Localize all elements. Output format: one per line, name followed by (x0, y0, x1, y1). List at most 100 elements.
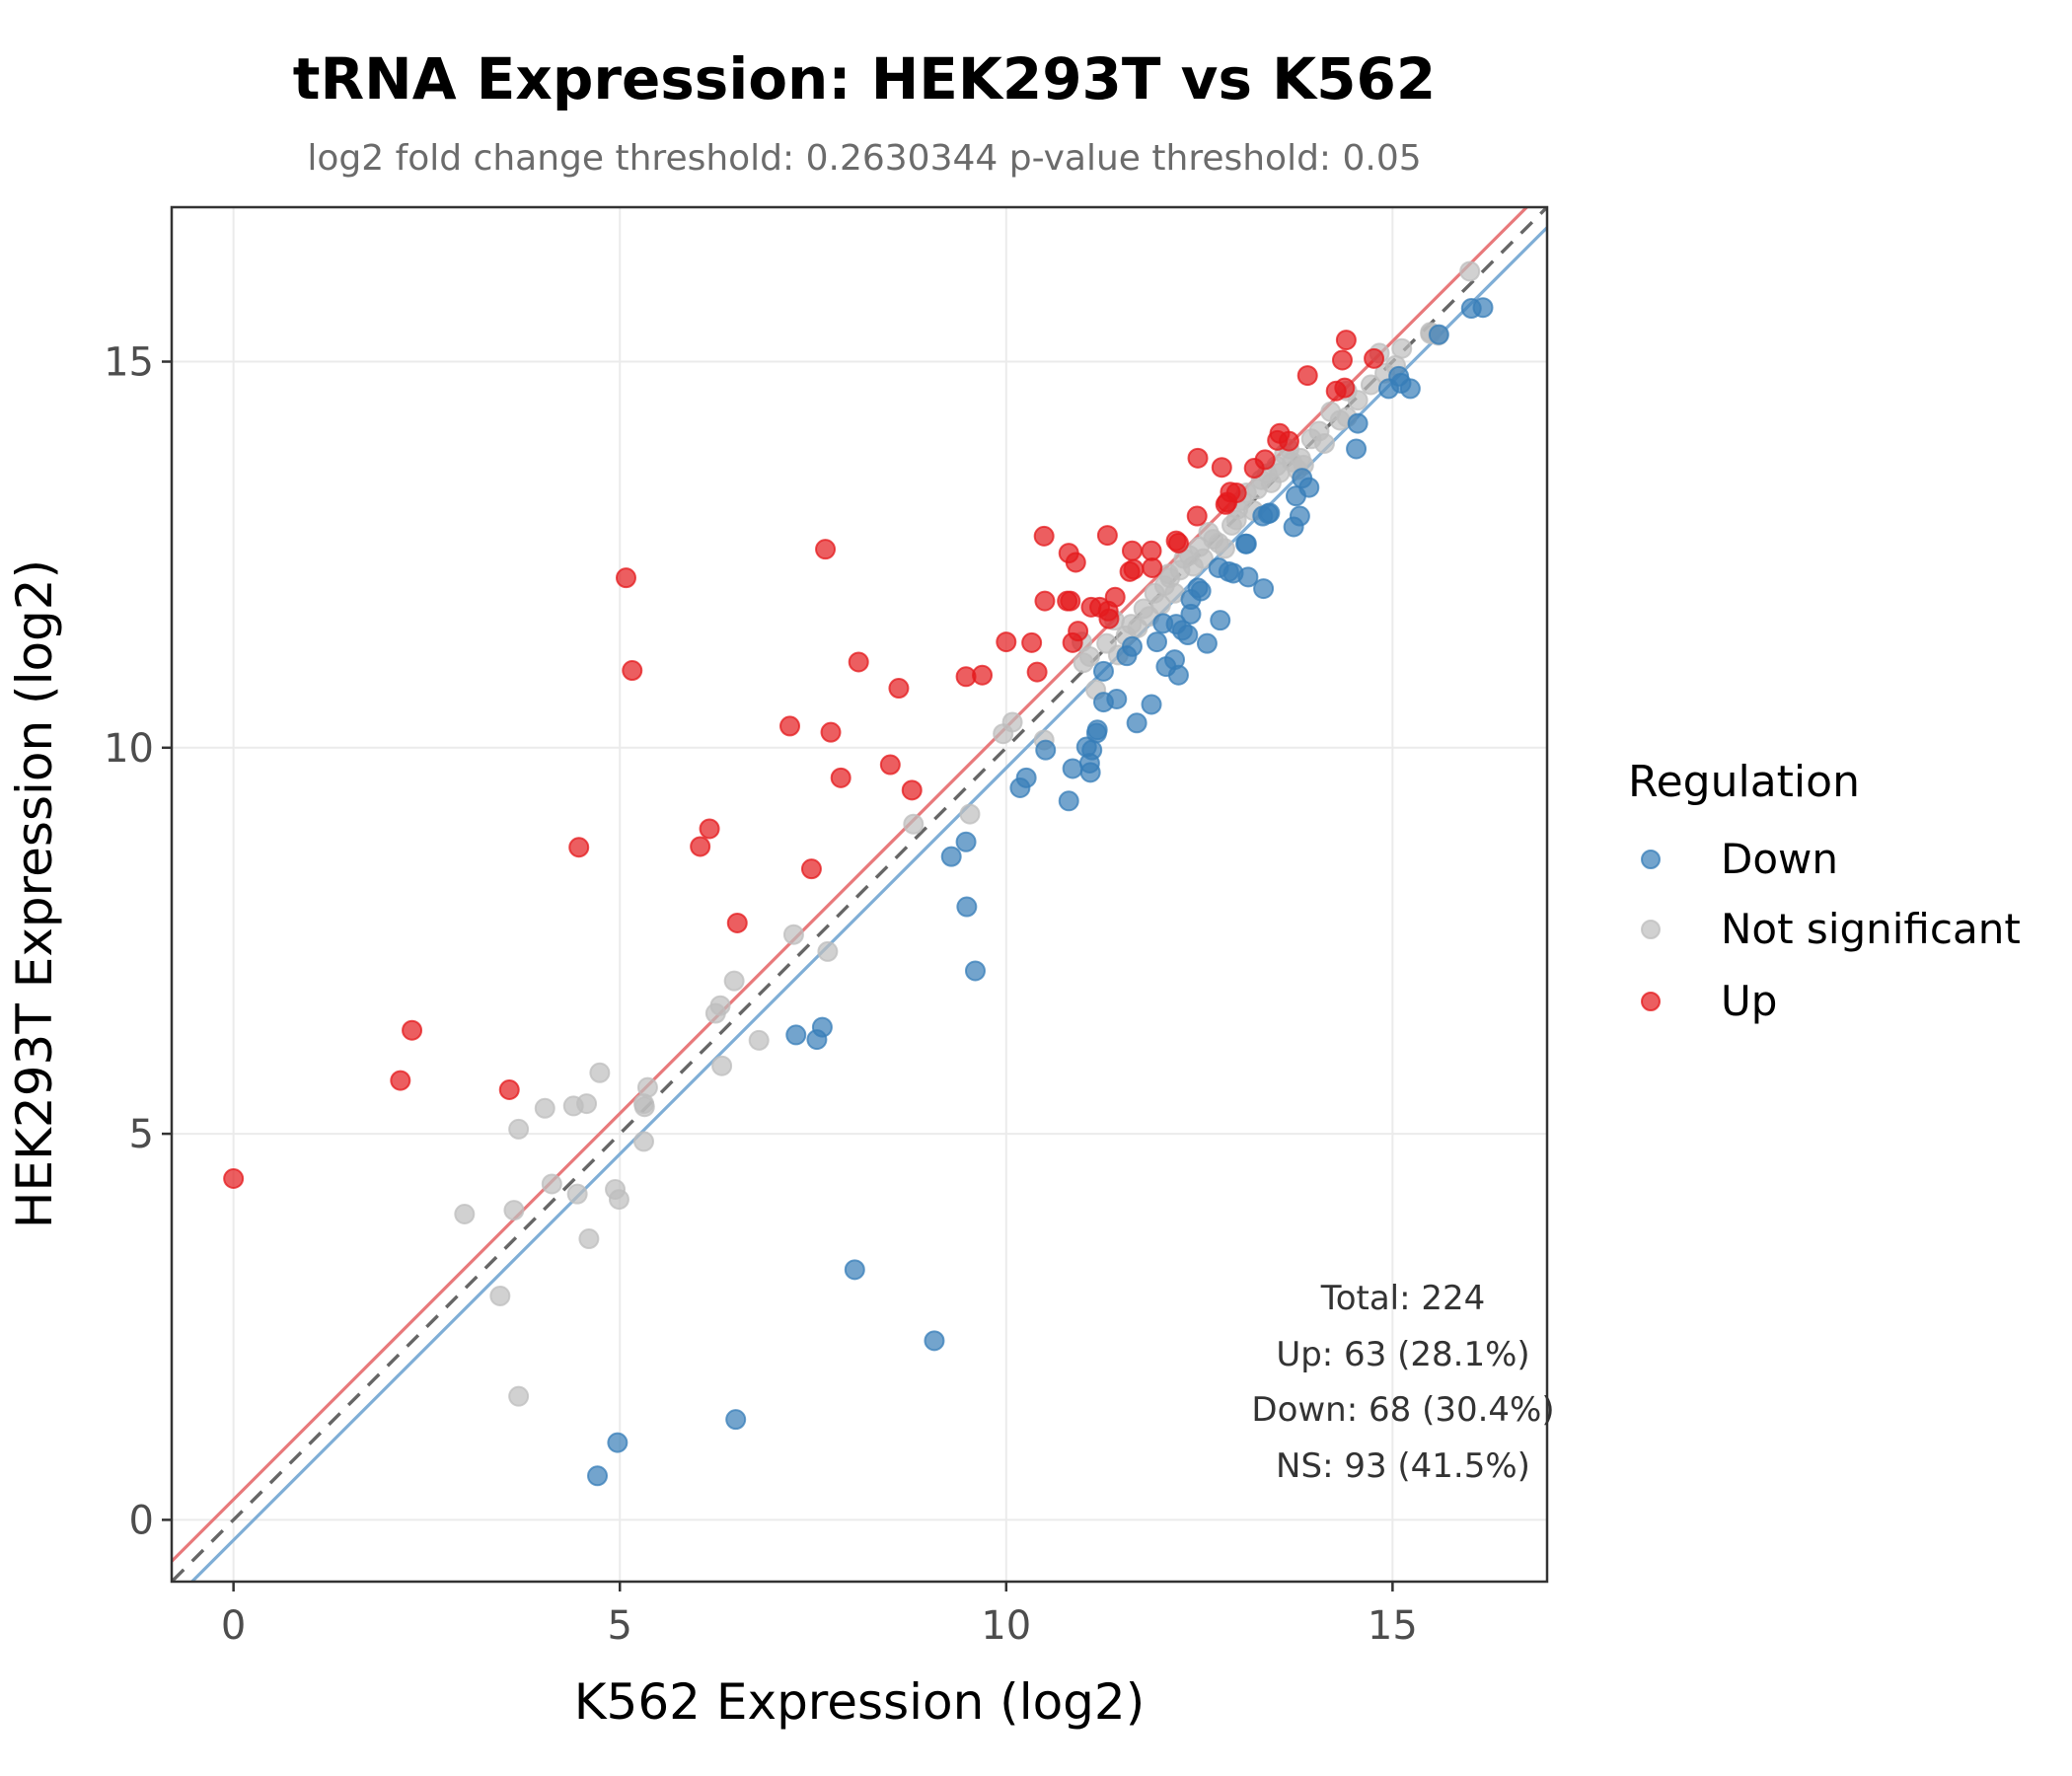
point-up (820, 721, 842, 743)
gridlines (172, 207, 1547, 1582)
point-up (1033, 525, 1055, 547)
data-points (223, 260, 1494, 1487)
point-not-significant (817, 940, 839, 962)
x-axis: 0 5 10 15 (221, 1582, 1418, 1649)
legend-key-down (1641, 850, 1661, 869)
point-up (1335, 330, 1357, 351)
point-up (848, 651, 869, 673)
point-up (615, 567, 636, 589)
point-up (1187, 447, 1209, 469)
point-not-significant (454, 1203, 476, 1224)
point-up (1098, 608, 1120, 629)
point-down (1058, 790, 1079, 812)
point-not-significant (576, 1093, 598, 1115)
annotation-ns: NS: 93 (41.5%) (1276, 1446, 1530, 1486)
point-not-significant (1313, 432, 1335, 454)
point-not-significant (578, 1228, 600, 1250)
annotation-up: Up: 63 (28.1%) (1276, 1335, 1529, 1374)
point-up (498, 1078, 520, 1100)
point-down (1062, 758, 1083, 779)
point-down (1121, 635, 1143, 657)
plot-panel (170, 205, 1549, 1584)
y-axis: 0 5 10 15 (104, 340, 172, 1543)
point-down (1259, 502, 1281, 524)
point-not-significant (1001, 711, 1023, 733)
point-not-significant (723, 970, 745, 992)
point-up (830, 767, 851, 788)
point-up (1217, 491, 1238, 513)
x-tick-label: 5 (607, 1603, 631, 1649)
panel-border (170, 205, 1549, 1584)
x-tick-label: 10 (981, 1603, 1031, 1649)
point-down (1035, 739, 1057, 761)
y-tick-label: 0 (129, 1498, 154, 1543)
point-up (1142, 556, 1163, 578)
point-not-significant (711, 1055, 733, 1076)
point-down (1079, 762, 1101, 783)
point-up (1254, 449, 1276, 471)
point-down (844, 1259, 865, 1281)
point-down (587, 1465, 609, 1487)
point-not-significant (1391, 337, 1413, 359)
point-up (622, 660, 643, 682)
point-down (725, 1409, 747, 1431)
point-up (223, 1167, 245, 1189)
point-up (1026, 661, 1048, 683)
point-up (888, 678, 910, 700)
point-down (1289, 505, 1310, 527)
point-down (1298, 477, 1320, 498)
point-down (1210, 610, 1231, 631)
point-not-significant (508, 1385, 530, 1407)
point-down (1015, 767, 1037, 788)
point-not-significant (782, 924, 804, 945)
point-not-significant (503, 1200, 525, 1221)
point-up (1060, 590, 1081, 612)
y-tick-label: 15 (104, 340, 154, 386)
legend-item-not-significant: Not significant (1641, 905, 2021, 953)
point-down (964, 960, 986, 982)
point-up (879, 754, 901, 776)
point-down (1196, 632, 1218, 654)
point-not-significant (608, 1189, 629, 1211)
point-up (1034, 590, 1056, 612)
legend-key-up (1641, 992, 1661, 1011)
point-down (1177, 625, 1199, 646)
point-not-significant (1347, 390, 1369, 411)
point-up (699, 818, 720, 840)
x-tick-label: 0 (221, 1603, 246, 1649)
point-down (1167, 664, 1189, 686)
legend-label-down: Down (1721, 835, 1838, 883)
point-up (1121, 540, 1143, 561)
point-not-significant (1193, 548, 1214, 569)
point-down (1141, 694, 1162, 715)
point-up (568, 837, 590, 858)
point-down (924, 1330, 945, 1352)
point-down (1190, 580, 1212, 602)
legend: Regulation Down Not significant Up (1628, 757, 2021, 1025)
point-down (1086, 719, 1108, 741)
point-down (1147, 631, 1168, 653)
point-up (1364, 347, 1385, 369)
point-not-significant (709, 995, 731, 1016)
point-down (1106, 689, 1128, 710)
point-not-significant (566, 1183, 588, 1205)
point-not-significant (959, 803, 981, 825)
y-tick-label: 10 (104, 726, 154, 772)
point-not-significant (589, 1062, 611, 1083)
point-down (1399, 378, 1421, 400)
point-down (1126, 712, 1147, 734)
point-up (1141, 540, 1162, 561)
point-up (1296, 365, 1318, 387)
point-up (1068, 621, 1089, 642)
point-up (1167, 532, 1189, 554)
point-down (785, 1024, 807, 1046)
legend-label-up: Up (1721, 977, 1777, 1025)
point-up (1021, 631, 1043, 653)
annotation-down: Down: 68 (30.4%) (1251, 1390, 1554, 1430)
point-not-significant (636, 1076, 658, 1098)
legend-key-not-significant (1641, 920, 1661, 939)
point-not-significant (534, 1097, 555, 1119)
point-down (1347, 412, 1369, 434)
point-down (940, 846, 962, 867)
